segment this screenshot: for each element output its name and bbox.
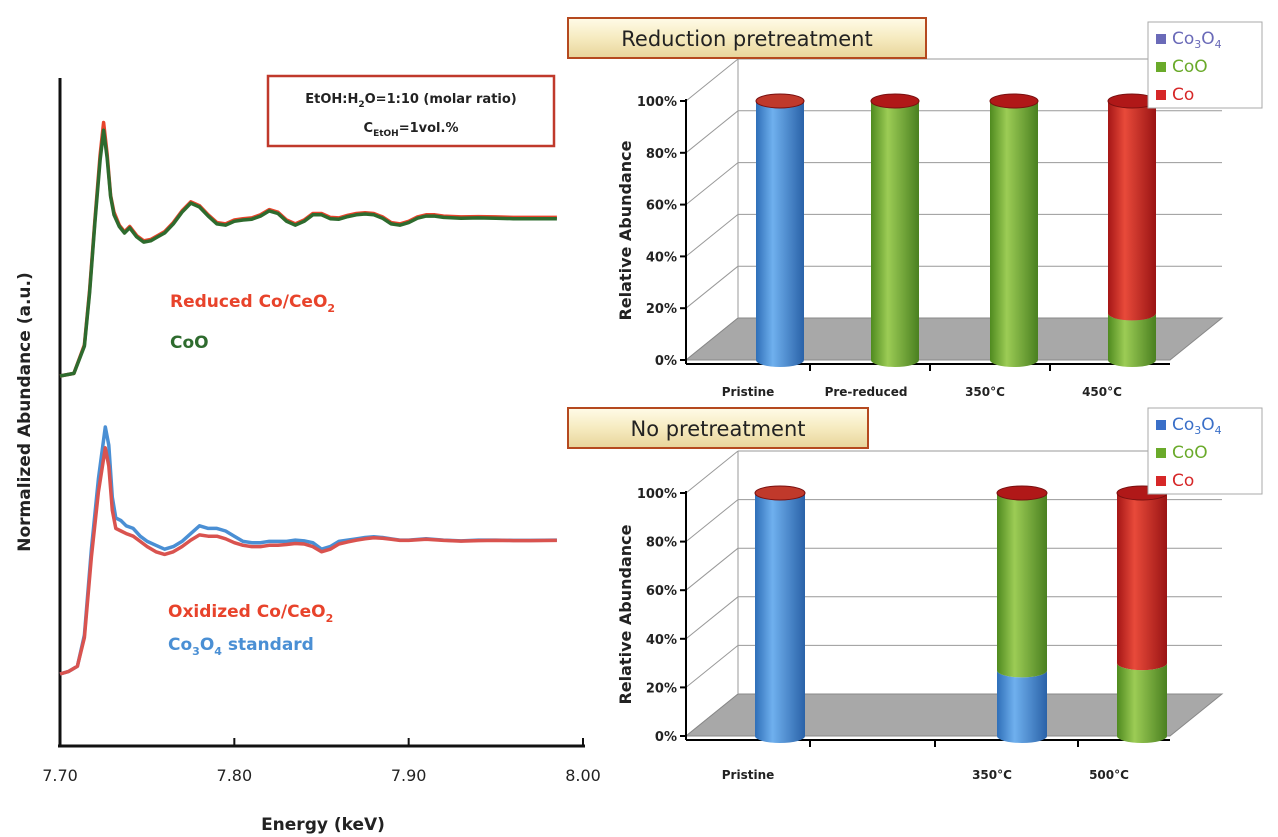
legend-label: Co (1172, 85, 1194, 105)
legend-swatch (1156, 476, 1166, 486)
bar-segment-co3o4 (755, 493, 805, 743)
gridline (685, 645, 739, 688)
series-line-reduced-co-ceo2 (59, 120, 557, 378)
gridline (685, 214, 739, 257)
series-line-oxidized-co-ceo2 (59, 446, 557, 676)
legend-label: Co (1172, 471, 1194, 491)
x-tick-label: 7.80 (217, 766, 253, 785)
category-label: 500°C (1089, 768, 1129, 782)
legend-swatch (1156, 420, 1166, 430)
label-coo: CoO (170, 333, 209, 353)
chart-title-box (567, 17, 927, 59)
x-axis-title: Energy (keV) (261, 815, 385, 835)
bar-top-cap (754, 485, 806, 501)
y-tick-label: 40% (646, 633, 677, 648)
gridline (685, 547, 739, 591)
y-tick-label: 60% (646, 199, 677, 214)
category-label: Pre-reduced (825, 385, 908, 399)
gridline (685, 596, 739, 640)
y-tick-label: 20% (646, 302, 677, 317)
category-label: 350°C (965, 385, 1005, 399)
gridline (685, 58, 739, 102)
category-label: 450°C (1082, 385, 1122, 399)
no-pretreatment-chart: 0% 20% 40% 60% 80% 100% Relative Abundance Pris… (567, 407, 1263, 782)
legend (1147, 21, 1263, 109)
condition-box (266, 74, 556, 148)
bar-top-cap (996, 485, 1048, 501)
legend-swatch (1156, 90, 1166, 100)
chart-title: Reduction pretreatment (621, 27, 872, 51)
label-co3o4-standard: Co3O4 standard (168, 635, 314, 658)
y-tick-label: 100% (637, 487, 677, 502)
reduction-pretreatment-chart: 0% 20% 40% 60% 80% 100% Relative Abundance Pris… (567, 17, 1263, 399)
y-axis-title: Relative Abundance (616, 524, 635, 704)
bar-segment-coo (1108, 313, 1156, 367)
legend-label: CoO (1172, 57, 1208, 77)
gridline (685, 162, 739, 205)
bar-segment-coo (997, 493, 1047, 678)
xanes-panel: 7.70 7.80 7.90 8.00 Normalized Abundance (a… (15, 74, 601, 835)
chart-title-box (567, 407, 869, 449)
series-line-coo (59, 128, 557, 378)
y-axis-title: Normalized Abundance (a.u.) (15, 272, 35, 551)
bar-segment-co3o4 (997, 670, 1047, 743)
y-tick-label: 60% (646, 584, 677, 599)
bar-segment-co (1108, 101, 1156, 321)
y-tick-label: 100% (637, 95, 677, 110)
condition-line1: EtOH:H2O=1:10 (molar ratio) (305, 92, 517, 110)
y-tick-label: 0% (655, 354, 677, 369)
chart-title: No pretreatment (630, 417, 805, 441)
condition-sub: 2 (358, 100, 364, 110)
legend-label: Co3O4 (1172, 29, 1222, 51)
category-label: Pristine (722, 768, 775, 782)
y-tick-label: 20% (646, 681, 677, 696)
y-tick-label: 80% (646, 147, 677, 162)
bar-top-cap (755, 93, 805, 109)
bar-segment-coo (990, 101, 1038, 367)
legend-label: CoO (1172, 443, 1208, 463)
bar-segment-co3o4 (756, 101, 804, 367)
y-tick-label: 0% (655, 730, 677, 745)
condition-line2: CEtOH=1vol.% (364, 121, 459, 139)
legend-label: Co3O4 (1172, 415, 1222, 437)
bar-segment-coo (1117, 663, 1167, 743)
bar-top-cap (989, 93, 1039, 109)
label-oxidized-co-ceo2: Oxidized Co/CeO2 (168, 602, 333, 625)
y-axis-title: Relative Abundance (616, 140, 635, 320)
legend-swatch (1156, 62, 1166, 72)
label-reduced-co-ceo2: Reduced Co/CeO2 (170, 292, 335, 315)
gridline (685, 499, 739, 542)
x-tick-label: 7.70 (42, 766, 78, 785)
condition-text: EtOH:H (305, 92, 358, 107)
x-tick-label: 8.00 (565, 766, 601, 785)
legend-swatch (1156, 34, 1166, 44)
gridline (685, 110, 739, 154)
x-tick-label: 7.90 (391, 766, 427, 785)
bar-segment-co (1117, 493, 1167, 671)
legend (1147, 407, 1263, 495)
category-label: Pristine (722, 385, 775, 399)
gridline (685, 450, 739, 494)
condition-text: O=1:10 (molar ratio) (365, 92, 517, 107)
bar-segment-coo (871, 101, 919, 367)
category-label: 350°C (972, 768, 1012, 782)
y-tick-label: 40% (646, 250, 677, 265)
legend-swatch (1156, 448, 1166, 458)
y-tick-label: 80% (646, 536, 677, 551)
gridline (685, 265, 739, 309)
bar-top-cap (870, 93, 920, 109)
